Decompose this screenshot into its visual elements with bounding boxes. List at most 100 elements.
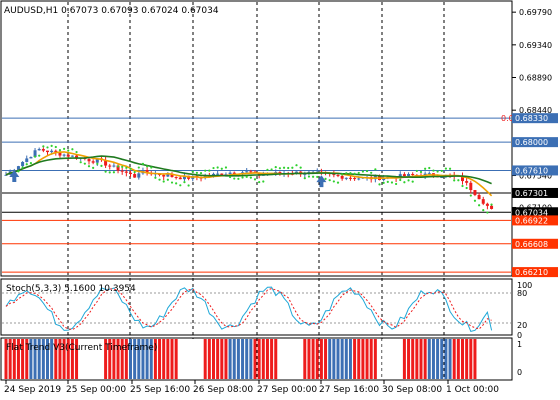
time-axis[interactable]: 24 Sep 2019 25 Sep 00:00 25 Sep 16:00 26 Se…	[4, 380, 499, 395]
flat-trend-bar	[232, 339, 236, 379]
psar-dot	[258, 180, 261, 184]
flat-trend-bar	[91, 339, 95, 379]
flat-trend-bar	[62, 339, 66, 379]
psar-dot	[154, 176, 157, 179]
psar-dot	[253, 178, 257, 181]
stochastic-max-label: 100	[517, 281, 532, 290]
flat-trend-bar	[382, 339, 386, 379]
level-lines[interactable]	[2, 117, 511, 273]
candle-body	[87, 159, 91, 162]
psar-dot	[191, 170, 194, 173]
time-tick-label: 25 Sep 16:00	[130, 385, 190, 395]
candle-body	[16, 166, 20, 170]
candle-body	[91, 161, 95, 163]
flat-trend-bar	[16, 339, 20, 379]
candle-body	[162, 175, 166, 177]
level-price-tag	[512, 137, 558, 148]
flat-trend-bar	[137, 339, 141, 379]
candle-body	[344, 177, 348, 179]
level-price-tag	[512, 187, 558, 198]
candle-body	[353, 178, 357, 180]
psar-dot	[424, 167, 427, 170]
flat-trend-bar	[477, 339, 481, 379]
psar-dot	[432, 169, 435, 172]
candle-body	[95, 158, 99, 163]
psar-dot	[25, 163, 28, 166]
flat-trend-bar	[153, 339, 157, 379]
stochastic-title: Stoch(5,3,3) 5.1600 10.3954	[6, 284, 136, 294]
psar-dot	[336, 181, 340, 184]
psar-dot	[241, 176, 244, 179]
flat-trend-bar	[95, 339, 99, 379]
psar-dot	[428, 166, 431, 170]
flat-trend-bar	[290, 339, 294, 379]
flat-trend-bar	[191, 339, 195, 379]
flat-trend-bar	[46, 339, 49, 379]
flat-trend-bar	[469, 339, 473, 379]
flat-trend-bar	[311, 339, 315, 379]
time-tick-label: 26 Sep 08:00	[193, 385, 253, 395]
flat-trend-bar	[340, 339, 344, 379]
psar-dot	[170, 181, 174, 184]
chart-title: AUDUSD,H1 0.67073 0.67093 0.67024 0.6703…	[4, 6, 219, 16]
price-axis[interactable]: 0.697900.693400.688900.684400.679900.675…	[512, 8, 558, 278]
psar-dot	[116, 165, 120, 168]
candle-body	[332, 174, 336, 176]
psar-dot	[390, 181, 394, 184]
psar-dot	[332, 180, 335, 183]
candle-body	[145, 170, 149, 173]
candle-body	[58, 152, 62, 156]
flat-trend-bar	[170, 339, 174, 379]
flat-trend-bar	[87, 339, 91, 379]
flat-trend-bar	[378, 339, 381, 379]
psar-dot	[220, 167, 223, 170]
level-price-tag	[512, 238, 558, 249]
psar-dot	[448, 167, 452, 170]
level-price-label: 0.67301	[515, 189, 548, 198]
psar-dot	[274, 166, 277, 169]
psar-dot	[295, 164, 298, 167]
candle-body	[70, 155, 74, 157]
candle-body	[75, 155, 79, 159]
flat-trend-bar	[199, 339, 203, 379]
signal-arrows	[9, 169, 327, 188]
psar-dot	[67, 149, 70, 152]
candle-body	[220, 173, 224, 176]
candle-body	[485, 203, 489, 206]
candle-body	[4, 174, 8, 176]
flat-trend-bar	[303, 339, 307, 379]
candle-body	[411, 174, 415, 176]
psar-dot	[58, 148, 62, 152]
psar-dot	[411, 180, 414, 183]
level-price-tag	[512, 113, 558, 124]
stochastic-panel[interactable]	[0, 278, 513, 336]
psar-dot	[266, 168, 269, 171]
stochastic-20-label: 20	[517, 321, 527, 330]
psar-dot	[212, 166, 215, 170]
psar-dot	[370, 171, 373, 174]
time-tick-label: 1 Oct 00:00	[446, 385, 499, 395]
candle-body	[490, 205, 494, 209]
level-price-tag	[512, 215, 558, 226]
price-panel[interactable]	[0, 0, 513, 277]
candle-body	[382, 178, 386, 181]
candle-body	[481, 199, 485, 204]
flat-trend-bar	[278, 339, 282, 379]
candle-body	[21, 161, 25, 167]
psar-dot	[345, 172, 348, 175]
flat-trend-bar	[141, 339, 145, 379]
candle-body	[245, 171, 249, 173]
level-price-tag	[512, 267, 558, 278]
psar-dot	[469, 194, 472, 197]
flat-trend-bar	[332, 339, 336, 379]
candle-body	[402, 174, 406, 177]
flat-trend-bar	[58, 339, 62, 379]
flat-trend-bar	[224, 339, 228, 379]
psar-dot	[440, 169, 443, 173]
candle-body	[178, 177, 182, 180]
flat-trend-bar	[149, 339, 153, 379]
candle-body	[340, 175, 344, 179]
candle-body	[407, 174, 411, 177]
psar-dot	[436, 170, 439, 173]
